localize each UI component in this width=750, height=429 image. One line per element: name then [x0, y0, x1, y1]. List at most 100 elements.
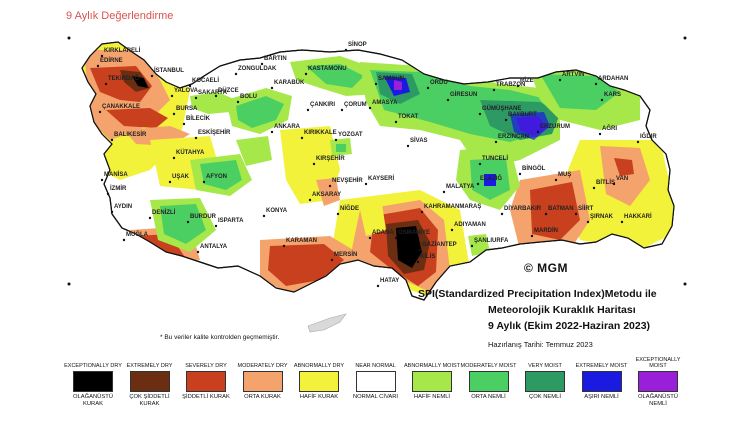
- city-label: AĞRI: [602, 124, 617, 132]
- city-dot: [330, 258, 334, 262]
- city-label: KIRKLARELİ: [104, 47, 141, 54]
- legend-swatch: [242, 371, 283, 392]
- city-dot: [492, 88, 496, 92]
- legend-item: EXTREMELY DRY ÇOK ŞİDDETLİ KURAK: [121, 355, 179, 407]
- legend-swatch: [129, 371, 170, 392]
- city-label: HAKKARİ: [624, 213, 652, 220]
- city-dot: [470, 244, 474, 248]
- legend-item: MODERATELY MOIST ORTA NEMLİ: [460, 355, 518, 401]
- legend-item: ABNORMALLY MOIST HAFİF NEMLİ: [403, 355, 461, 401]
- city-dot: [406, 144, 410, 148]
- legend-label-en: ABNORMALLY MOIST: [403, 363, 461, 369]
- city-label: MANİSA: [104, 171, 128, 178]
- city-dot: [304, 72, 308, 76]
- city-dot: [110, 210, 114, 214]
- legend-item: MODERATELY DRY ORTA KURAK: [234, 355, 292, 401]
- city-label: SİNOP: [348, 41, 367, 48]
- city-label: KIRIKKALE: [304, 130, 337, 136]
- city-label: DİYARBAKIR: [504, 205, 542, 212]
- legend-label-tr: ŞİDDETLİ KURAK: [182, 394, 230, 400]
- city-dot: [426, 86, 430, 90]
- city-dot: [234, 72, 238, 76]
- city-dot: [592, 186, 596, 190]
- city-label: YALOVA: [174, 88, 199, 94]
- legend-label-tr: ÇOK ŞİDDETLİ KURAK: [129, 394, 170, 407]
- cyprus-shape: [307, 313, 347, 333]
- city-label: GÜMÜŞHANE: [482, 105, 521, 112]
- city-label: KAYSERİ: [368, 175, 394, 182]
- legend-label-tr: ORTA NEMLİ: [471, 394, 506, 400]
- city-label: BATMAN: [548, 206, 574, 212]
- legend-item: ABNORMALLY DRY HAFİF KURAK: [290, 355, 348, 401]
- city-label: AYDIN: [114, 204, 132, 210]
- city-dot: [110, 138, 114, 142]
- city-dot: [172, 156, 176, 160]
- city-label: GAZİANTEP: [422, 241, 457, 248]
- legend-label-tr: ORTA KURAK: [244, 394, 281, 400]
- city-dot: [500, 212, 504, 216]
- legend-label-en: MODERATELY MOIST: [460, 363, 517, 369]
- city-label: EDİRNE: [100, 57, 123, 64]
- city-label: KARAMAN: [286, 238, 317, 244]
- city-label: MUĞLA: [126, 230, 149, 238]
- city-dot: [170, 94, 174, 98]
- city-dot: [446, 98, 450, 102]
- city-label: IĞDIR: [640, 132, 657, 140]
- city-label: TEKİRDAĞ: [108, 74, 140, 82]
- city-label: BALIKESİR: [114, 131, 147, 138]
- city-label: ESKİŞEHİR: [198, 129, 231, 136]
- city-label: ANKARA: [274, 124, 301, 130]
- city-dot: [340, 108, 344, 112]
- page-title: 9 Aylık Değerlendirme: [66, 10, 174, 22]
- map-title-line-1: SPI(Standardized Precipitation Index)Met…: [418, 288, 657, 300]
- city-label: AFYON: [206, 174, 227, 180]
- city-dot: [122, 238, 126, 242]
- city-label: ISPARTA: [218, 218, 244, 224]
- legend-label-en: EXCEPTIONALLY DRY: [64, 363, 122, 369]
- city-dot: [418, 248, 422, 252]
- city-dot: [450, 228, 454, 232]
- mgm-logo: © MGM: [524, 261, 569, 275]
- city-dot: [364, 182, 368, 186]
- city-label: İSTANBUL: [154, 67, 184, 74]
- city-dot: [270, 86, 274, 90]
- city-label: TOKAT: [398, 114, 418, 120]
- city-dot: [374, 82, 378, 86]
- city-label: ADANA: [372, 230, 394, 236]
- city-label: ÇANAKKALE: [102, 104, 140, 110]
- city-dot: [536, 130, 540, 134]
- city-label: MALATYA: [446, 184, 475, 190]
- city-label: SİVAS: [410, 137, 428, 144]
- city-dot: [182, 122, 186, 126]
- legend-swatch: [581, 371, 622, 392]
- city-dot: [336, 212, 340, 216]
- legend-swatch: [73, 371, 113, 392]
- legend-swatch: [638, 371, 678, 392]
- city-dot: [100, 178, 104, 182]
- city-label: AMASYA: [372, 100, 398, 106]
- legend-label-en: NEAR NORMAL: [355, 363, 396, 369]
- city-label: NİĞDE: [340, 204, 359, 212]
- city-label: KASTAMONU: [308, 66, 347, 72]
- city-label: KÜTAHYA: [176, 149, 205, 156]
- city-dot: [282, 244, 286, 248]
- city-dot: [172, 112, 176, 116]
- city-label: ŞIRNAK: [590, 214, 614, 220]
- legend-swatch: [468, 371, 509, 392]
- legend-label-en: EXTREMELY MOIST: [575, 363, 628, 369]
- city-label: ELAZIĞ: [480, 174, 502, 182]
- city-label: DÜZCE: [218, 87, 239, 94]
- legend-label-tr: ÇOK NEMLİ: [529, 394, 561, 400]
- city-label: ADIYAMAN: [454, 222, 486, 228]
- city-dot: [98, 110, 102, 114]
- city-label: YOZGAT: [338, 132, 363, 138]
- map-title-line-2: Meteorolojik Kuraklık Haritası: [488, 304, 636, 316]
- city-dot: [420, 210, 424, 214]
- city-dot: [518, 172, 522, 176]
- city-label: ÇORUM: [344, 102, 367, 108]
- city-dot: [96, 64, 100, 68]
- city-dot: [168, 180, 172, 184]
- city-dot: [214, 224, 218, 228]
- legend-label-tr: OLAĞANÜSTÜ KURAK: [73, 394, 113, 407]
- city-dot: [300, 136, 304, 140]
